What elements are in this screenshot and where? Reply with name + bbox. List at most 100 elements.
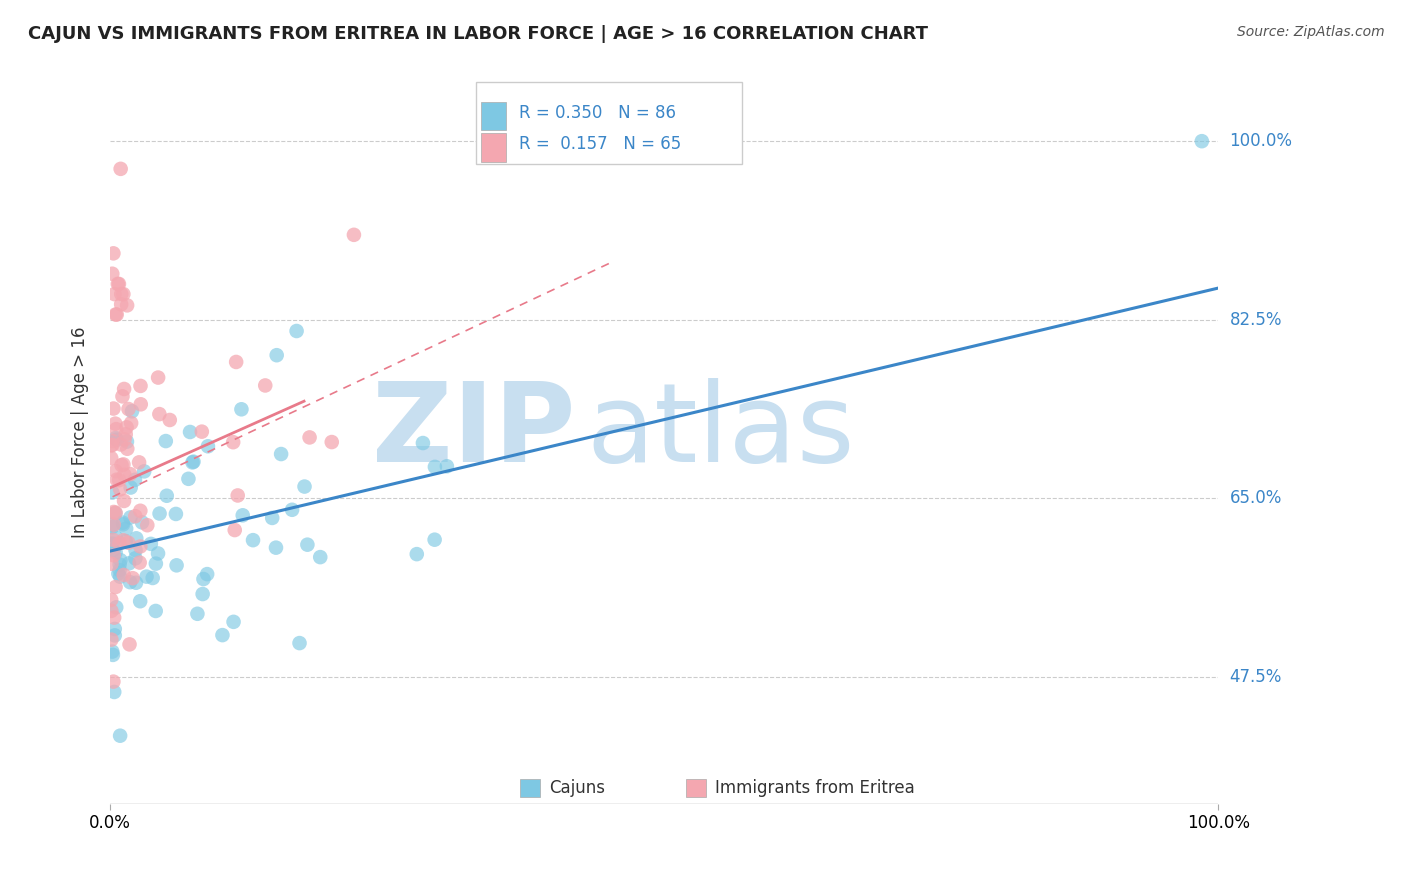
Point xyxy=(155,434,177,448)
Point xyxy=(112,467,135,482)
FancyBboxPatch shape xyxy=(475,82,742,164)
Point xyxy=(110,553,132,567)
Point xyxy=(148,507,170,521)
Point xyxy=(125,575,148,590)
Point xyxy=(120,416,142,430)
Point xyxy=(142,571,165,585)
Text: Immigrants from Eritrea: Immigrants from Eritrea xyxy=(716,779,915,797)
Point xyxy=(124,543,146,558)
Text: ZIP: ZIP xyxy=(373,378,575,485)
Point xyxy=(101,267,124,281)
Point xyxy=(114,427,136,442)
Point xyxy=(128,556,150,570)
Text: R = 0.350   N = 86: R = 0.350 N = 86 xyxy=(519,103,676,121)
Point xyxy=(115,522,138,536)
Point xyxy=(412,436,434,450)
Point xyxy=(100,604,122,618)
Point xyxy=(112,458,135,472)
Text: Cajuns: Cajuns xyxy=(548,779,605,797)
Point xyxy=(321,435,343,450)
Point xyxy=(112,568,135,582)
Point xyxy=(101,644,124,658)
Point xyxy=(101,533,124,547)
Point xyxy=(145,557,167,571)
FancyBboxPatch shape xyxy=(481,133,506,161)
Text: 100.0%: 100.0% xyxy=(1230,132,1292,150)
Point xyxy=(165,507,187,521)
Point xyxy=(105,433,128,447)
Point xyxy=(101,485,124,500)
Point xyxy=(124,551,146,566)
Point xyxy=(405,547,427,561)
Point xyxy=(297,538,319,552)
Point xyxy=(191,425,214,439)
Point xyxy=(110,458,132,472)
Point xyxy=(101,434,124,448)
Point xyxy=(104,622,127,636)
Point xyxy=(1191,134,1213,148)
Point xyxy=(104,506,127,520)
Point xyxy=(100,592,122,607)
Point xyxy=(117,402,139,417)
Point xyxy=(107,277,129,291)
Point xyxy=(129,379,152,393)
Point xyxy=(104,431,127,445)
Point xyxy=(117,442,139,456)
Point xyxy=(105,600,128,615)
Point xyxy=(131,516,153,530)
Point xyxy=(298,430,321,444)
Point xyxy=(166,558,188,573)
Point xyxy=(100,632,122,647)
Point xyxy=(108,277,131,291)
Point xyxy=(112,517,135,532)
Point xyxy=(112,494,135,508)
Point xyxy=(181,455,204,469)
Point xyxy=(108,483,131,497)
Point xyxy=(103,685,125,699)
Point xyxy=(115,298,138,312)
Point xyxy=(222,615,245,629)
Point xyxy=(124,473,146,487)
Point xyxy=(135,569,157,583)
Point xyxy=(104,545,127,559)
Point xyxy=(211,628,233,642)
Point xyxy=(110,287,132,301)
Point xyxy=(105,422,128,436)
FancyBboxPatch shape xyxy=(481,103,506,130)
Point xyxy=(145,604,167,618)
Point xyxy=(222,435,245,450)
Point xyxy=(129,397,152,411)
Point xyxy=(101,517,124,532)
Point xyxy=(146,370,169,384)
Point xyxy=(288,636,311,650)
Point xyxy=(226,488,249,502)
Point xyxy=(101,536,124,550)
Point xyxy=(177,472,200,486)
Point xyxy=(129,594,152,608)
Point xyxy=(159,413,181,427)
Point xyxy=(120,481,142,495)
Point xyxy=(104,506,127,520)
Point xyxy=(120,510,142,524)
Point xyxy=(423,533,446,547)
Point xyxy=(100,438,122,452)
Point xyxy=(266,348,288,362)
Point xyxy=(121,404,143,418)
Point xyxy=(101,648,124,662)
Text: atlas: atlas xyxy=(586,378,855,485)
Point xyxy=(104,628,127,642)
Point xyxy=(129,540,152,554)
Point xyxy=(103,287,125,301)
Point xyxy=(285,324,308,338)
Point xyxy=(114,534,136,549)
Point xyxy=(100,557,122,571)
Point xyxy=(118,637,141,651)
Point xyxy=(110,437,132,451)
Point xyxy=(112,533,135,548)
Point xyxy=(281,503,304,517)
Point xyxy=(423,459,446,474)
Point xyxy=(134,464,156,478)
Point xyxy=(108,563,131,577)
Point xyxy=(104,417,127,431)
Point xyxy=(183,455,205,469)
